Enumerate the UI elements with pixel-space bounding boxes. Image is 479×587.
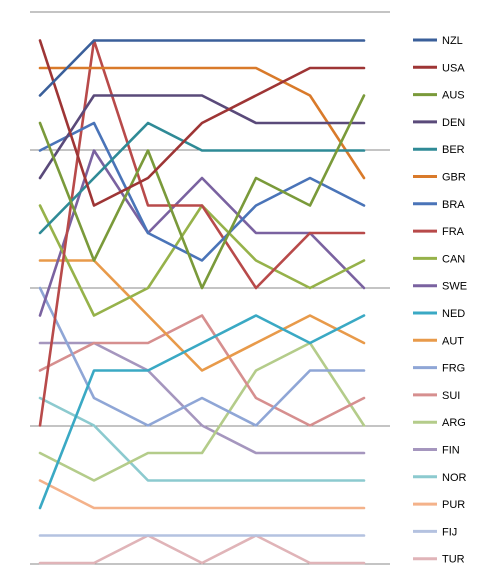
legend: NZL USA AUS DEN BER GBR BRA FRA CAN SWE NED AUT FRG S… [413,35,467,566]
series-line-ned [38,314,366,510]
series-line-pur [38,479,366,510]
legend-label-pur: PUR [442,499,465,511]
series-line-nzl [38,39,366,97]
legend-label-arg: ARG [442,417,466,429]
legend-label-bra: BRA [442,199,465,211]
series-line-usa [38,39,366,207]
legend-label-ber: BER [442,144,465,156]
series-line-frg [38,286,366,427]
series-lines [38,39,366,565]
series-line-ber [38,121,366,235]
legend-label-usa: USA [442,62,465,74]
legend-label-fra: FRA [442,226,465,238]
legend-label-den: DEN [442,117,465,129]
legend-label-nor: NOR [442,472,467,484]
legend-label-aus: AUS [442,90,465,102]
series-line-den [38,94,366,180]
legend-label-aut: AUT [442,335,464,347]
series-line-bra [38,121,366,262]
series-line-aus [38,94,366,290]
legend-label-fij: FIJ [442,526,457,538]
legend-label-fin: FIN [442,445,460,457]
series-line-fra [38,39,366,427]
series-line-sui [38,314,366,427]
legend-label-gbr: GBR [442,172,466,184]
legend-label-sui: SUI [442,390,460,402]
legend-label-tur: TUR [442,554,465,566]
legend-label-ned: NED [442,308,465,320]
series-line-gbr [38,66,366,180]
series-line-tur [38,534,366,565]
legend-label-nzl: NZL [442,35,463,47]
legend-label-frg: FRG [442,363,465,375]
legend-label-swe: SWE [442,281,467,293]
legend-label-can: CAN [442,253,465,265]
series-line-nor [38,396,366,482]
series-line-arg [38,341,366,482]
